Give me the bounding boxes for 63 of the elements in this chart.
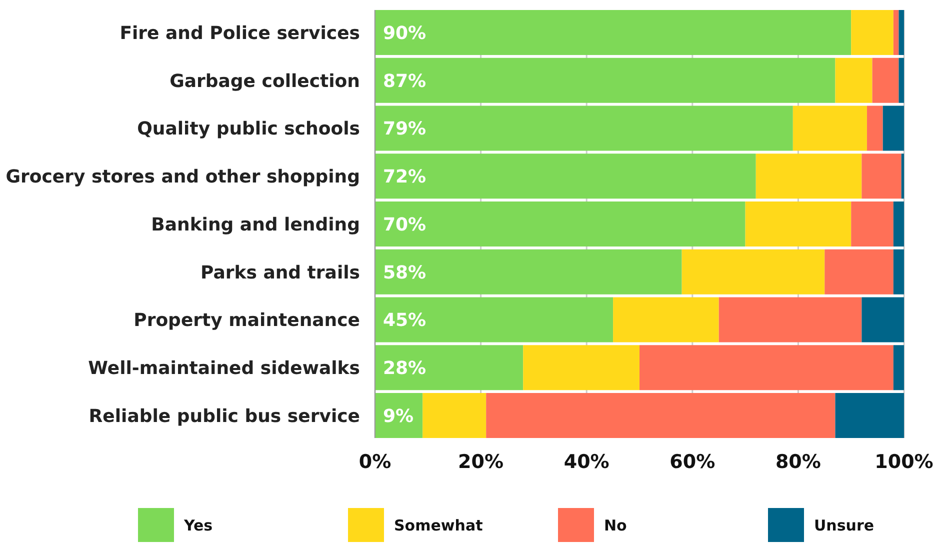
bar	[375, 345, 524, 390]
y-tick-label: Fire and Police services	[120, 22, 360, 44]
bar	[745, 202, 852, 246]
bar	[682, 249, 825, 294]
bar	[893, 249, 904, 294]
data-label: 72%	[383, 166, 426, 188]
x-tick-label: 40%	[564, 451, 610, 473]
bar	[835, 58, 872, 103]
bar	[375, 58, 836, 103]
data-label: 87%	[383, 70, 426, 92]
legend-label: No	[604, 516, 627, 534]
bar	[375, 297, 614, 342]
bar	[375, 249, 682, 294]
y-tick-label: Garbage collection	[170, 70, 360, 92]
bar	[872, 58, 899, 103]
data-label: 70%	[383, 214, 426, 236]
bar	[898, 58, 904, 103]
bar	[523, 345, 640, 390]
bar	[862, 297, 904, 342]
y-tick-label: Quality public schools	[137, 118, 360, 140]
y-tick-label: Grocery stores and other shopping	[6, 166, 360, 188]
data-label: 28%	[383, 358, 426, 380]
data-label: 79%	[383, 118, 426, 140]
bar	[893, 345, 904, 390]
x-tick-label: 100%	[874, 451, 934, 473]
data-label: 90%	[383, 22, 426, 44]
bar	[375, 154, 756, 199]
bar	[901, 154, 904, 199]
bar	[851, 202, 894, 246]
legend-label: Yes	[183, 516, 213, 534]
y-tick-label: Parks and trails	[200, 262, 360, 284]
bar	[718, 297, 862, 342]
bar	[824, 249, 894, 294]
bar	[866, 106, 883, 151]
legend-label: Somewhat	[394, 516, 483, 534]
bar	[898, 10, 904, 55]
bar	[893, 10, 899, 55]
bar	[792, 106, 867, 151]
x-tick-label: 80%	[775, 451, 821, 473]
bar	[756, 154, 862, 199]
bar	[640, 345, 894, 390]
y-tick-label: Reliable public bus service	[88, 406, 360, 427]
y-tick-label: Banking and lending	[151, 214, 360, 236]
bar	[486, 393, 836, 438]
bar	[375, 10, 852, 55]
y-tick-label: Property maintenance	[134, 310, 360, 332]
data-label: 45%	[383, 310, 426, 332]
bar	[422, 393, 486, 438]
bar	[882, 106, 904, 151]
bar	[835, 393, 904, 438]
bar	[375, 106, 793, 151]
bar	[851, 10, 894, 55]
bar	[893, 202, 904, 246]
data-label: 9%	[383, 406, 414, 427]
x-tick-label: 0%	[358, 451, 392, 473]
bar	[613, 297, 719, 342]
x-tick-label: 60%	[670, 451, 716, 473]
legend-label: Unsure	[814, 516, 874, 534]
data-label: 58%	[383, 262, 426, 284]
bar	[375, 202, 746, 246]
x-tick-label: 20%	[458, 451, 504, 473]
bar	[862, 154, 902, 199]
y-tick-label: Well-maintained sidewalks	[88, 358, 360, 380]
